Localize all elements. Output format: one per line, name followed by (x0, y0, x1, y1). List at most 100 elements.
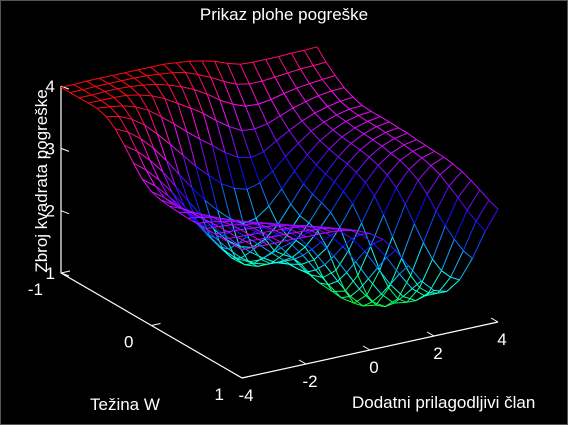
surface-mesh-line (351, 234, 362, 240)
surface-mesh-line (108, 80, 122, 85)
surface-mesh-line (292, 107, 303, 122)
surface-mesh-line (114, 128, 125, 146)
surface-mesh-line (299, 68, 310, 84)
tick-marks (60, 85, 499, 379)
surface-mesh-line (249, 80, 263, 85)
surface-mesh-line (127, 131, 138, 152)
surface-mesh-line (294, 170, 304, 185)
surface-mesh-line (171, 72, 182, 87)
surface-mesh-line (411, 280, 422, 290)
surface-mesh-line (441, 270, 451, 278)
x-tick-label: -2 (302, 372, 317, 391)
y-tick-label: -1 (28, 280, 43, 299)
surface-mesh-line (331, 87, 345, 92)
surface-mesh-line (336, 114, 346, 122)
surface-mesh-line (113, 94, 127, 98)
surface-mesh-line (286, 229, 300, 239)
surface-mesh-line (265, 56, 279, 60)
surface-mesh-line (104, 88, 118, 93)
z-tick-mark (60, 210, 70, 215)
surface-mesh-line (368, 278, 382, 295)
surface-mesh-line (249, 232, 263, 236)
surface-mesh-line (219, 246, 229, 250)
surface-mesh-line (358, 110, 372, 116)
surface-mesh-line (422, 210, 437, 243)
surface-mesh-line (151, 95, 162, 117)
surface-mesh-line (331, 90, 341, 102)
z-tick-label: 1 (46, 264, 55, 283)
surface-mesh-line (321, 202, 332, 213)
surface-mesh-line (250, 157, 261, 183)
surface-mesh-line (324, 264, 338, 282)
surface-mesh-line (266, 262, 276, 265)
surface-mesh-line (246, 236, 260, 246)
surface-mesh-line (434, 150, 444, 158)
surface-mesh-line (181, 86, 195, 90)
surface-mesh-line (207, 216, 222, 224)
surface-mesh-line (361, 195, 375, 224)
surface-mesh-line (227, 229, 241, 233)
surface-mesh-line (96, 107, 107, 118)
surface-mesh-line (386, 249, 396, 258)
surface-mesh-line (156, 134, 167, 161)
surface-mesh-line (404, 203, 415, 225)
surface-mesh-line (273, 234, 288, 251)
surface-mesh-line (175, 186, 189, 202)
surface-mesh-line (381, 137, 395, 147)
surface-mesh-line (233, 225, 243, 231)
surface-mesh-line (441, 239, 455, 271)
surface-mesh-line (300, 226, 310, 231)
surface-mesh-line (352, 96, 363, 106)
surface-mesh-line (69, 92, 80, 99)
surface-mesh-line (301, 112, 316, 122)
surface-mesh-line (284, 231, 297, 235)
surface-mesh-line (457, 197, 468, 211)
surface-mesh-line (421, 157, 432, 166)
surface-mesh-line (271, 247, 282, 254)
surface-mesh-line (383, 187, 397, 216)
surface-mesh-line (123, 145, 134, 164)
x-tick-mark (234, 373, 243, 379)
surface-mesh-line (345, 115, 359, 122)
surface-mesh-line (254, 244, 268, 248)
surface-mesh-line (392, 204, 406, 238)
surface-mesh-line (290, 203, 301, 217)
surface-mesh-line (223, 236, 237, 240)
surface-mesh-line (334, 75, 345, 88)
surface-mesh-line (352, 203, 363, 224)
surface-mesh-line (313, 247, 328, 261)
surface-mesh-line (173, 123, 184, 156)
surface-mesh-line (291, 256, 302, 265)
surface-mesh-line (272, 171, 283, 190)
surface-mesh-line (299, 215, 310, 224)
surface-mesh-line (135, 106, 146, 126)
surface-mesh-line (291, 246, 306, 258)
surface-mesh-line (139, 94, 153, 97)
surface-mesh-line (188, 60, 199, 75)
surface-mesh-line (167, 195, 178, 206)
surface-mesh-line (316, 148, 330, 166)
surface-mesh-line (389, 273, 400, 285)
surface-mesh-line (390, 152, 401, 161)
surface-mesh-line (395, 169, 410, 188)
surface-mesh-line (253, 257, 264, 264)
surface-mesh-line (115, 128, 129, 133)
surface-mesh-line (281, 170, 295, 190)
surface-mesh-line (298, 237, 313, 250)
x-tick-mark (490, 317, 499, 323)
surface-mesh-line (393, 296, 404, 304)
surface-mesh-line (359, 288, 373, 303)
surface-mesh-line (95, 83, 109, 87)
surface-mesh-line (258, 238, 268, 246)
surface-mesh-line (311, 248, 326, 265)
surface-mesh-line (321, 79, 332, 92)
surface-mesh-line (313, 225, 323, 229)
surface-mesh-line (399, 265, 409, 275)
z-tick-label: 4 (46, 77, 55, 96)
surface-mesh-line (137, 69, 148, 77)
surface-mesh-line (245, 106, 256, 130)
z-tick-mark (60, 147, 70, 152)
surface-mesh-line (408, 157, 423, 170)
surface-mesh-line (191, 187, 206, 201)
surface-mesh-line (144, 124, 155, 149)
